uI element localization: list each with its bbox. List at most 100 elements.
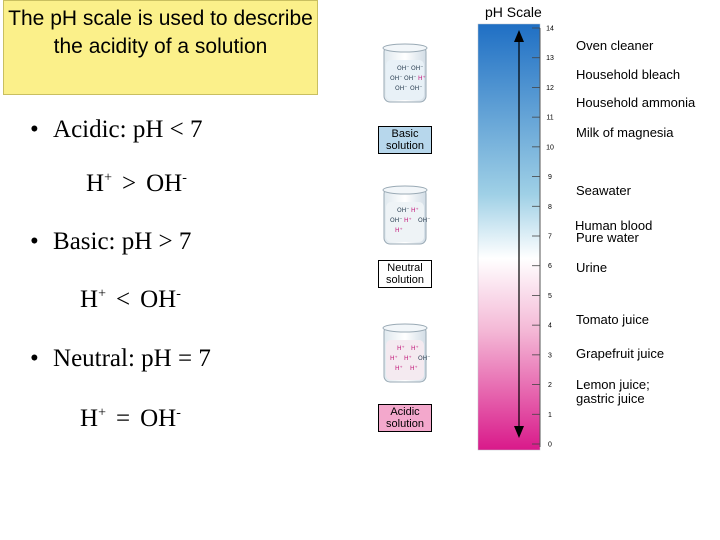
beaker-label-neutral: Neutral solution — [378, 260, 432, 288]
ion-symbol: OH⁻ — [395, 85, 407, 92]
ion-h: H — [86, 170, 105, 197]
ph-example-label: Lemon juice; gastric juice — [576, 378, 650, 406]
ion-symbol: OH⁻ — [397, 65, 409, 72]
bullet-neutral-text: Neutral: pH = 7 — [53, 345, 211, 372]
ph-example-text: Milk of magnesia — [576, 125, 674, 140]
ion-charge-plus: + — [104, 170, 112, 186]
ion-h: H — [80, 405, 99, 432]
bullet-symbol: • — [30, 345, 39, 372]
ion-symbol: H⁺ — [404, 355, 412, 362]
beaker: H⁺ H⁺H⁺ H⁺ OH⁻H⁺ H⁺ — [382, 323, 430, 383]
relation-neutral: H+ = OH- — [80, 405, 181, 433]
ph-scale-bar — [477, 23, 541, 451]
tick-label: 0 — [548, 442, 552, 449]
ion-symbol: OH⁻ — [390, 75, 402, 82]
ph-example-label: Urine — [576, 261, 607, 275]
relation-acidic: H+ > OH- — [86, 170, 187, 198]
bullet-acidic-text: Acidic: pH < 7 — [53, 116, 203, 143]
ph-example-label: Milk of magnesia — [576, 126, 674, 140]
ion-symbol: H⁺ — [410, 365, 418, 372]
beakers: OH⁻ OH⁻OH⁻ OH⁻ H⁺OH⁻ OH⁻OH⁻ H⁺OH⁻ H⁺ OH⁻H⁺H⁺ H⁺H… — [382, 43, 430, 383]
page-title: The pH scale is used to describe the aci… — [8, 7, 313, 58]
bullet-neutral: • Neutral: pH = 7 — [30, 345, 211, 373]
ph-example-text: Oven cleaner — [576, 38, 654, 53]
relation-operator: = — [115, 405, 131, 432]
ph-example-text: Seawater — [576, 183, 631, 198]
ion-symbol: H⁺ — [404, 217, 412, 224]
ion-symbol: H⁺ — [411, 345, 419, 352]
ion-symbol: OH⁻ — [397, 207, 409, 214]
bullet-symbol: • — [30, 116, 39, 143]
beaker-rim — [382, 43, 428, 53]
bullet-acidic: • Acidic: pH < 7 — [30, 116, 203, 144]
ion-symbol: OH⁻ — [404, 75, 416, 82]
ion-symbol: OH⁻ — [418, 355, 430, 362]
ion-symbol: OH⁻ — [390, 217, 402, 224]
ion-oh: OH — [140, 286, 177, 313]
relation-basic: H+ < OH- — [80, 286, 181, 314]
ph-example-label: Tomato juice — [576, 313, 649, 327]
ion-charge-minus: - — [176, 405, 181, 421]
beaker-label-acidic: Acidic solution — [378, 404, 432, 432]
tick-label: 1 — [548, 412, 552, 419]
ph-example-text: Tomato juice — [576, 312, 649, 327]
ion-oh: OH — [140, 405, 177, 432]
ion-oh: OH — [146, 170, 183, 197]
tick-label: 2 — [548, 382, 552, 389]
ph-example-text: Household bleach — [576, 67, 681, 82]
ion-charge-minus: - — [176, 286, 181, 302]
tick-label: 7 — [548, 234, 552, 241]
tick-label: 9 — [548, 174, 552, 181]
ph-example-text: Pure water — [576, 230, 639, 245]
tick-label: 12 — [546, 85, 554, 92]
beaker-liquid — [386, 340, 424, 380]
ph-example-label: Household ammonia — [576, 96, 695, 110]
scale-title: pH Scale — [485, 4, 542, 20]
bullet-symbol: • — [30, 228, 39, 255]
ion-symbol: OH⁻ — [411, 65, 423, 72]
ph-example-label: Oven cleaner — [576, 39, 653, 53]
title-box: The pH scale is used to describe the aci… — [3, 0, 318, 95]
ion-symbol: H⁺ — [395, 365, 403, 372]
beaker-liquid — [386, 202, 424, 242]
ion-symbol: OH⁻ — [410, 85, 422, 92]
ph-example-label: Human blood — [575, 219, 652, 233]
beaker: OH⁻ H⁺OH⁻ H⁺ OH⁻H⁺ — [382, 185, 430, 245]
bullet-basic: • Basic: pH > 7 — [30, 228, 191, 256]
ion-charge-minus: - — [182, 170, 187, 186]
relation-operator: < — [115, 286, 131, 313]
tick-label: 10 — [546, 144, 554, 151]
tick-label: 5 — [548, 293, 552, 300]
double-arrow — [514, 30, 524, 438]
tick-label: 6 — [548, 263, 552, 270]
relation-operator: > — [121, 170, 137, 197]
ion-symbol: H⁺ — [418, 75, 426, 82]
bullet-basic-text: Basic: pH > 7 — [53, 228, 192, 255]
tick-label: 13 — [546, 55, 554, 62]
beaker-label-basic: Basic solution — [378, 126, 432, 154]
ph-example-text: Grapefruit juice — [576, 346, 665, 361]
beaker-rim — [382, 185, 428, 195]
ph-example-text: Human blood — [575, 218, 653, 233]
beaker-liquid — [386, 60, 424, 100]
ion-h: H — [80, 286, 99, 313]
beaker: OH⁻ OH⁻OH⁻ OH⁻ H⁺OH⁻ OH⁻ — [382, 43, 428, 103]
tick-label: 8 — [548, 204, 552, 211]
tick-label: 14 — [546, 26, 554, 33]
ion-charge-plus: + — [98, 286, 106, 302]
ph-example-label: Household bleach — [576, 68, 680, 82]
ph-example-text: gastric juice — [576, 391, 645, 406]
ion-symbol: H⁺ — [397, 345, 405, 352]
ion-symbol: OH⁻ — [418, 217, 430, 224]
beaker-rim — [382, 323, 428, 333]
ph-example-label: Pure water — [576, 231, 639, 245]
ion-charge-plus: + — [98, 405, 106, 421]
tick-label: 4 — [548, 323, 552, 330]
ph-example-label: Grapefruit juice — [576, 347, 664, 361]
ion-symbol: H⁺ — [411, 207, 419, 214]
ph-example-label: Seawater — [576, 184, 631, 198]
ph-example-text: Urine — [576, 260, 608, 275]
ion-symbol: H⁺ — [395, 227, 403, 234]
tick-label: 3 — [548, 352, 552, 359]
